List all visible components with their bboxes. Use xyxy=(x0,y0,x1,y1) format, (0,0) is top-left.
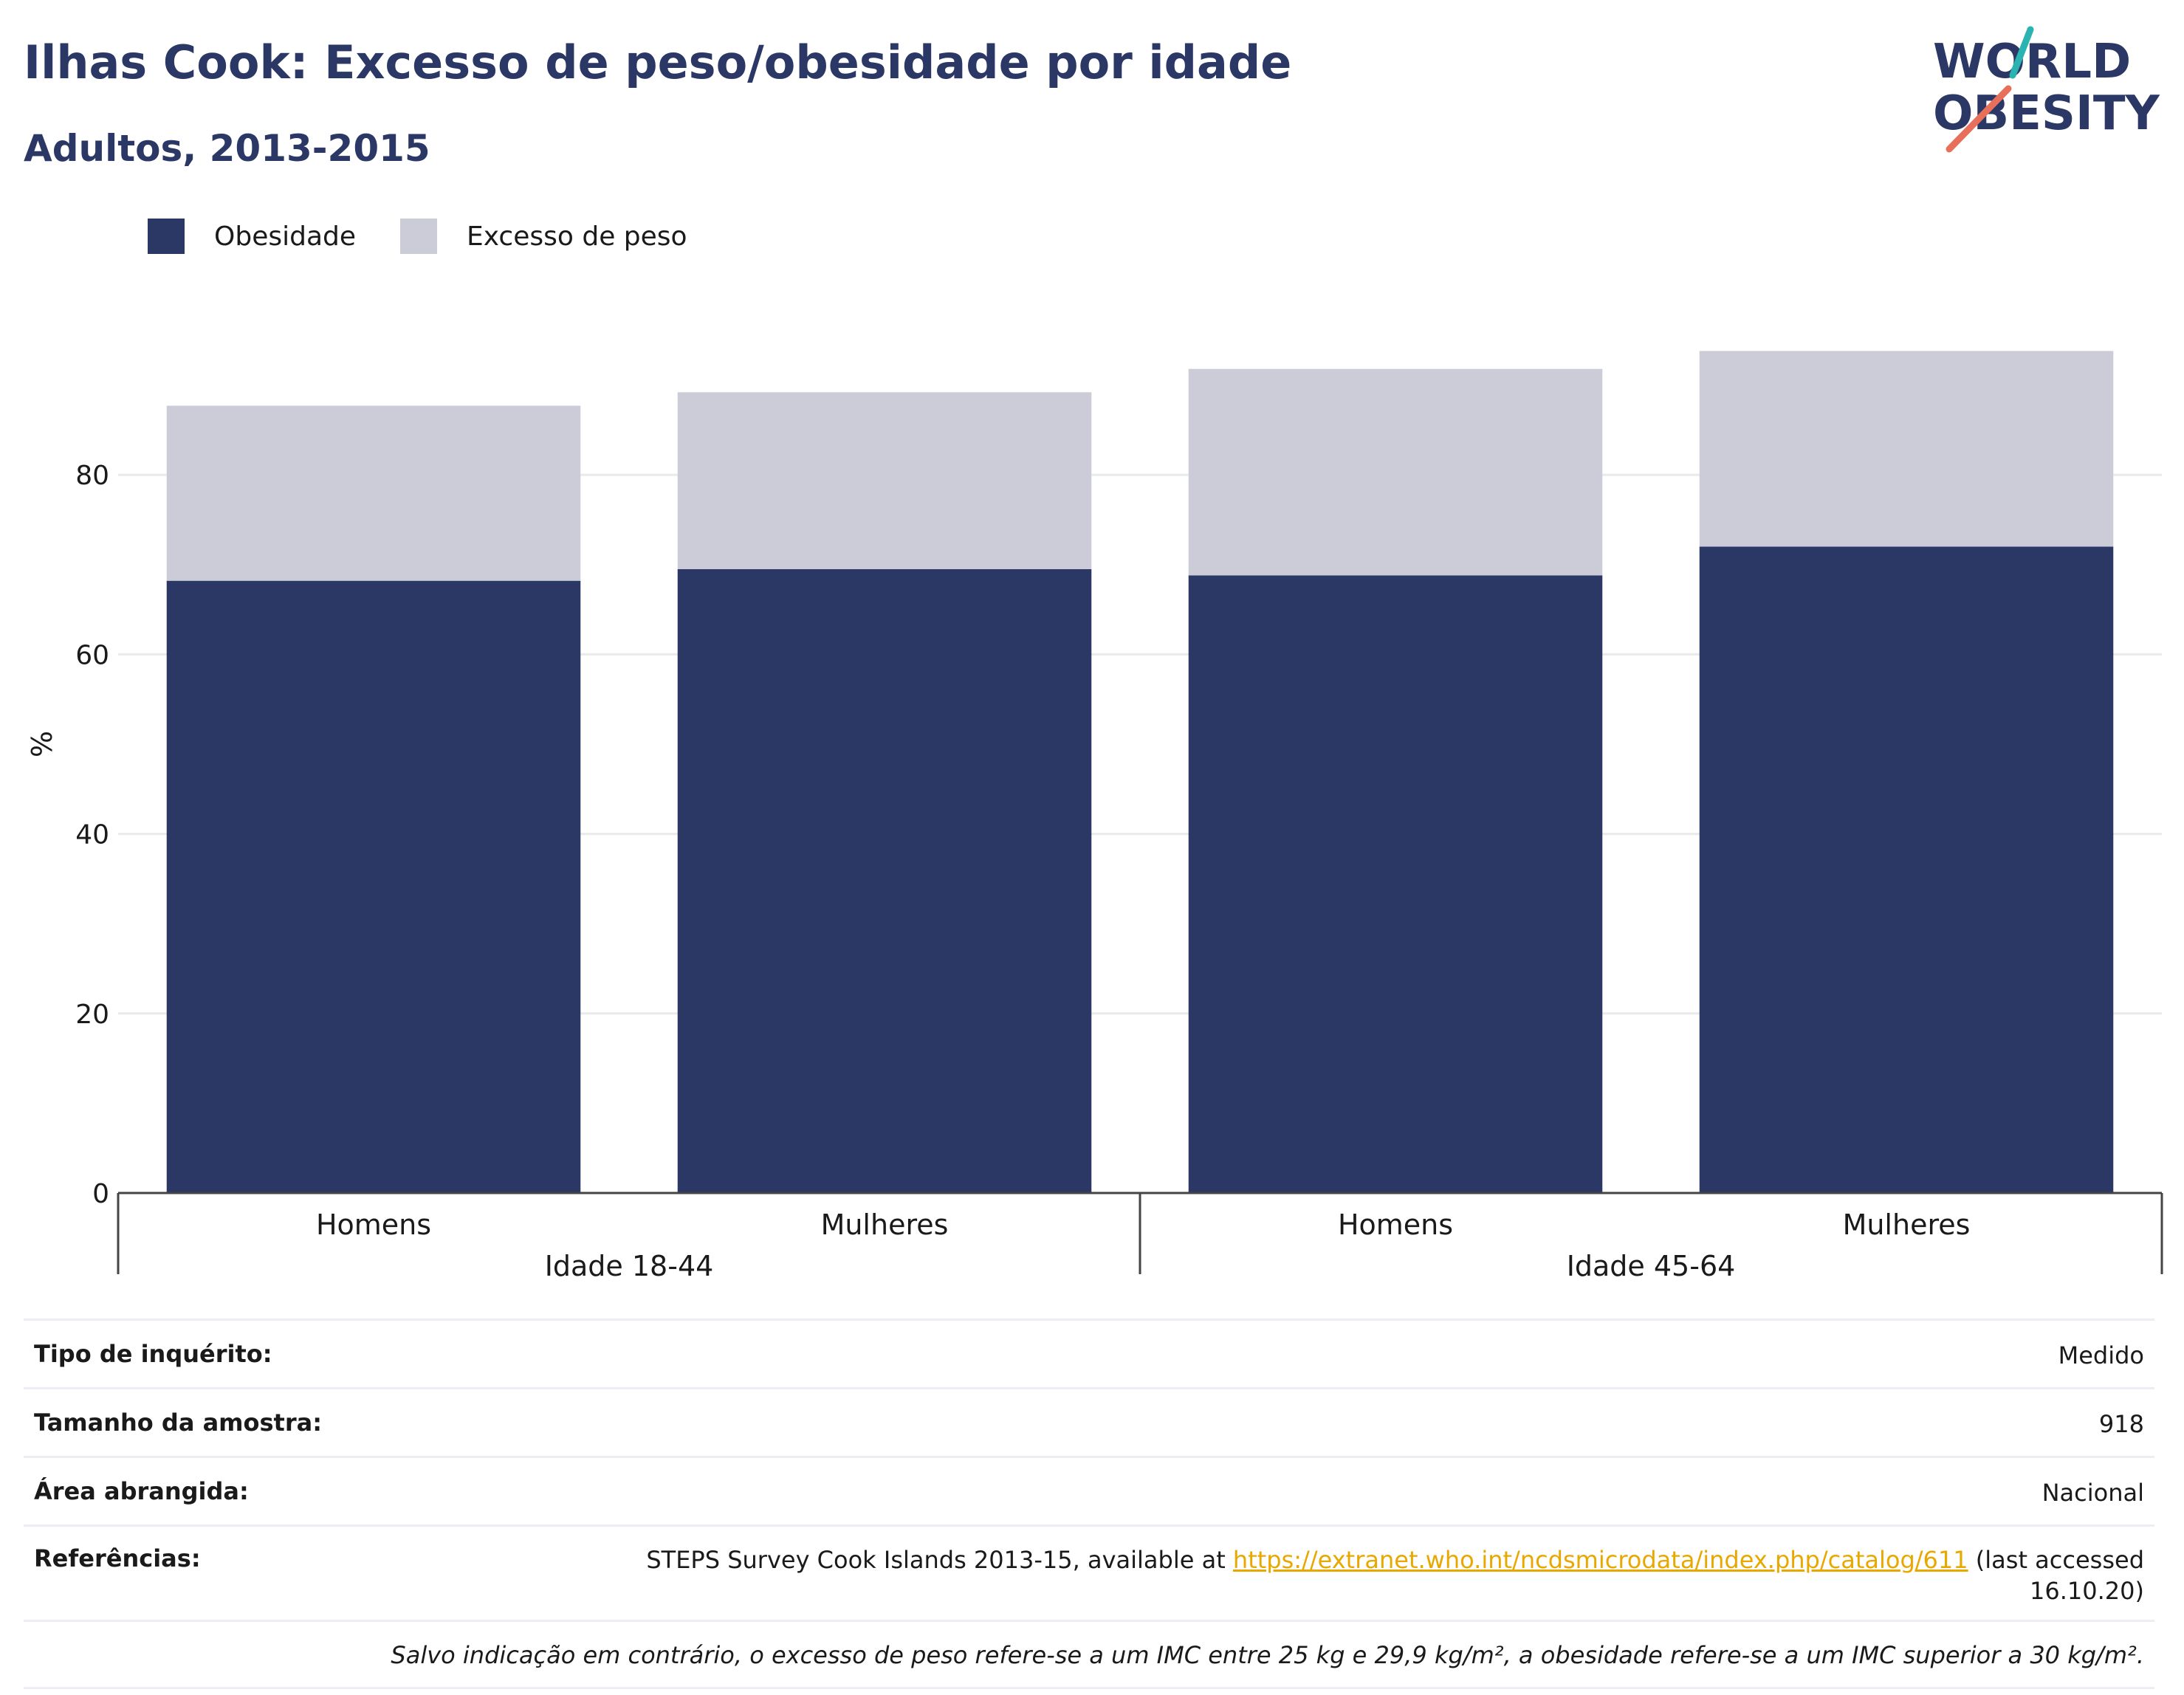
y-tick-label: 40 xyxy=(75,820,109,850)
x-tick-label: Homens xyxy=(1338,1208,1453,1241)
page-title: Ilhas Cook: Excesso de peso/obesidade po… xyxy=(24,35,1292,89)
y-tick-label: 0 xyxy=(92,1179,109,1209)
info-value: STEPS Survey Cook Islands 2013-15, avail… xyxy=(594,1544,2144,1606)
info-row-area: Área abrangida: Nacional xyxy=(24,1456,2154,1524)
logo-line2: OBESITY xyxy=(1933,86,2160,141)
y-tick-label: 60 xyxy=(75,640,109,670)
logo-slash-teal-icon xyxy=(2009,26,2034,79)
info-key: Área abrangida: xyxy=(34,1477,249,1505)
y-axis-label: % xyxy=(26,731,58,757)
page-subtitle: Adultos, 2013-2015 xyxy=(24,127,430,170)
y-tick-label: 20 xyxy=(75,1000,109,1030)
y-tick-label: 80 xyxy=(75,461,109,491)
x-group-label: Idade 18-44 xyxy=(545,1250,714,1282)
info-row-tipo: Tipo de inquérito: Medido xyxy=(24,1318,2154,1387)
bar-excesso xyxy=(677,392,1092,569)
info-row-referencias: Referências: STEPS Survey Cook Islands 2… xyxy=(24,1524,2154,1620)
stacked-bar-chart: 0 20 40 60 80% Homens Mulheres Homens Mulheres Id… xyxy=(26,351,2163,1282)
legend-label-obesidade: Obesidade xyxy=(214,221,357,252)
x-tick-label: Mulheres xyxy=(1843,1208,1971,1241)
legend-label-excesso: Excesso de peso xyxy=(467,221,687,252)
ref-text-after: (last accessed 16.10.20) xyxy=(1968,1546,2144,1605)
info-value: 918 xyxy=(2098,1410,2144,1438)
bar-excesso xyxy=(1699,351,2114,547)
x-tick-label: Mulheres xyxy=(821,1208,949,1241)
info-row-tamanho: Tamanho da amostra: 918 xyxy=(24,1387,2154,1456)
ref-text: STEPS Survey Cook Islands 2013-15, avail… xyxy=(646,1546,1233,1574)
footnote: Salvo indicação em contrário, o excesso … xyxy=(24,1620,2154,1689)
bar-obesidade xyxy=(1699,546,2114,1193)
legend-swatch-excesso xyxy=(400,219,438,254)
ref-link[interactable]: https://extranet.who.int/ncdsmicrodata/i… xyxy=(1232,1546,1968,1574)
bar-obesidade xyxy=(1188,575,1603,1193)
world-obesity-logo: WORLD OBESITY xyxy=(1933,26,2160,153)
info-key: Referências: xyxy=(34,1544,201,1572)
survey-info-table: Tipo de inquérito: Medido Tamanho da amo… xyxy=(24,1318,2154,1689)
legend-swatch-obesidade xyxy=(148,219,185,254)
chart-legend: Obesidade Excesso de peso xyxy=(148,219,732,254)
logo-line1: WORLD xyxy=(1933,35,2131,89)
info-key: Tipo de inquérito: xyxy=(34,1340,272,1368)
logo-slash-coral-icon xyxy=(1946,85,2012,153)
bar-obesidade xyxy=(166,580,581,1193)
x-tick-label: Homens xyxy=(316,1208,431,1241)
bar-excesso xyxy=(1188,368,1603,576)
bar-obesidade xyxy=(677,568,1092,1193)
bar-excesso xyxy=(166,405,581,581)
x-group-label: Idade 45-64 xyxy=(1567,1250,1736,1282)
info-value: Medido xyxy=(2058,1341,2144,1369)
info-key: Tamanho da amostra: xyxy=(34,1409,322,1437)
info-value: Nacional xyxy=(2042,1479,2144,1507)
